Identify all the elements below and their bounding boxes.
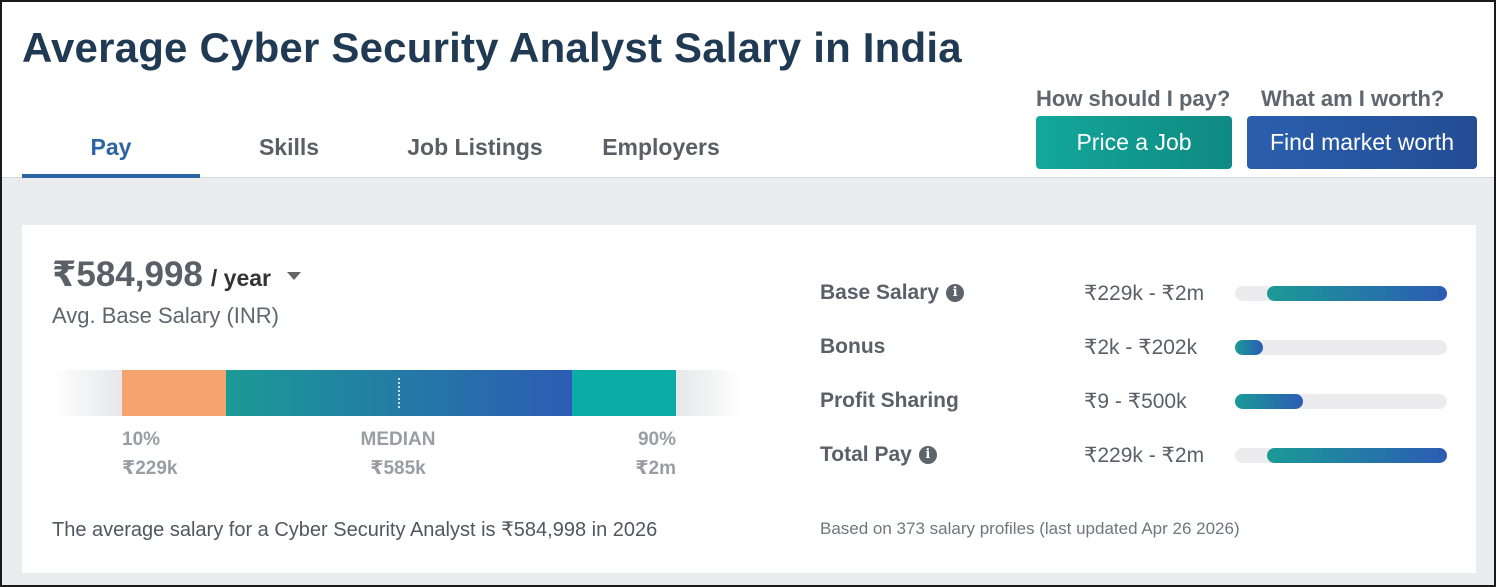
tab-skills[interactable]: Skills — [258, 134, 320, 160]
based-on-footnote: Based on 373 salary profiles (last updat… — [820, 519, 1240, 538]
info-circle-icon[interactable]: i — [918, 446, 937, 464]
median-label: MEDIAN — [360, 429, 436, 450]
salary-headline: ₹584,998 / year — [52, 255, 301, 295]
page-title: Average Cyber Security Analyst Salary in… — [22, 24, 962, 71]
comp-range: ₹2k - ₹202k — [1084, 336, 1198, 359]
median-marker — [398, 378, 400, 408]
p10-segment — [122, 370, 226, 416]
tab-pay[interactable]: Pay — [22, 120, 200, 178]
caret-down-icon[interactable] — [286, 272, 301, 280]
average-salary-text: The average salary for a Cyber Security … — [52, 519, 658, 541]
p10-label: 10% — [122, 429, 161, 450]
comp-label: Total Pay — [820, 443, 912, 466]
price-a-job-button[interactable]: Price a Job — [1036, 116, 1232, 169]
tab-employers[interactable]: Employers — [602, 134, 720, 160]
p90-label: 90% — [637, 429, 676, 450]
p90-value: ₹2m — [635, 458, 676, 479]
salary-period[interactable]: / year — [210, 265, 271, 291]
comp-range: ₹229k - ₹2m — [1084, 444, 1205, 467]
comp-range: ₹229k - ₹2m — [1084, 282, 1205, 305]
comp-range-fill — [1266, 448, 1447, 463]
salary-amount: ₹584,998 — [52, 255, 203, 294]
p10-value: ₹229k — [122, 458, 178, 479]
info-circle-icon[interactable]: i — [946, 284, 965, 302]
comp-label: Bonus — [820, 335, 886, 358]
median-value: ₹585k — [370, 458, 426, 479]
comp-row-base-salary: Base Salary i ₹229k - ₹2m — [820, 281, 1460, 311]
comp-range-fill — [1266, 286, 1447, 301]
comp-range-fill — [1235, 394, 1303, 409]
salary-subtitle: Avg. Base Salary (INR) — [52, 303, 280, 328]
page-header: Average Cyber Security Analyst Salary in… — [2, 2, 1494, 178]
salary-range-bar — [52, 370, 742, 416]
range-fade-left — [52, 370, 122, 416]
comp-range: ₹9 - ₹500k — [1084, 390, 1187, 413]
comp-range-track — [1235, 394, 1447, 409]
p90-segment — [572, 370, 676, 416]
comp-range-fill — [1235, 340, 1263, 355]
comp-label: Profit Sharing — [820, 389, 959, 412]
pay-question: How should I pay? — [1036, 86, 1231, 111]
tab-job-listings[interactable]: Job Listings — [407, 134, 543, 160]
comp-range-track — [1235, 340, 1447, 355]
find-market-worth-button[interactable]: Find market worth — [1247, 116, 1477, 169]
comp-range-track — [1235, 286, 1447, 301]
comp-row-profit-sharing: Profit Sharing ₹9 - ₹500k — [820, 389, 1460, 419]
comp-range-track — [1235, 448, 1447, 463]
comp-row-total-pay: Total Pay i ₹229k - ₹2m — [820, 443, 1460, 473]
comp-label: Base Salary — [820, 281, 940, 304]
salary-card: ₹584,998 / year Avg. Base Salary (INR) 1… — [22, 225, 1476, 573]
range-fade-right — [676, 370, 742, 416]
comp-row-bonus: Bonus ₹2k - ₹202k — [820, 335, 1460, 365]
worth-question: What am I worth? — [1261, 86, 1445, 111]
